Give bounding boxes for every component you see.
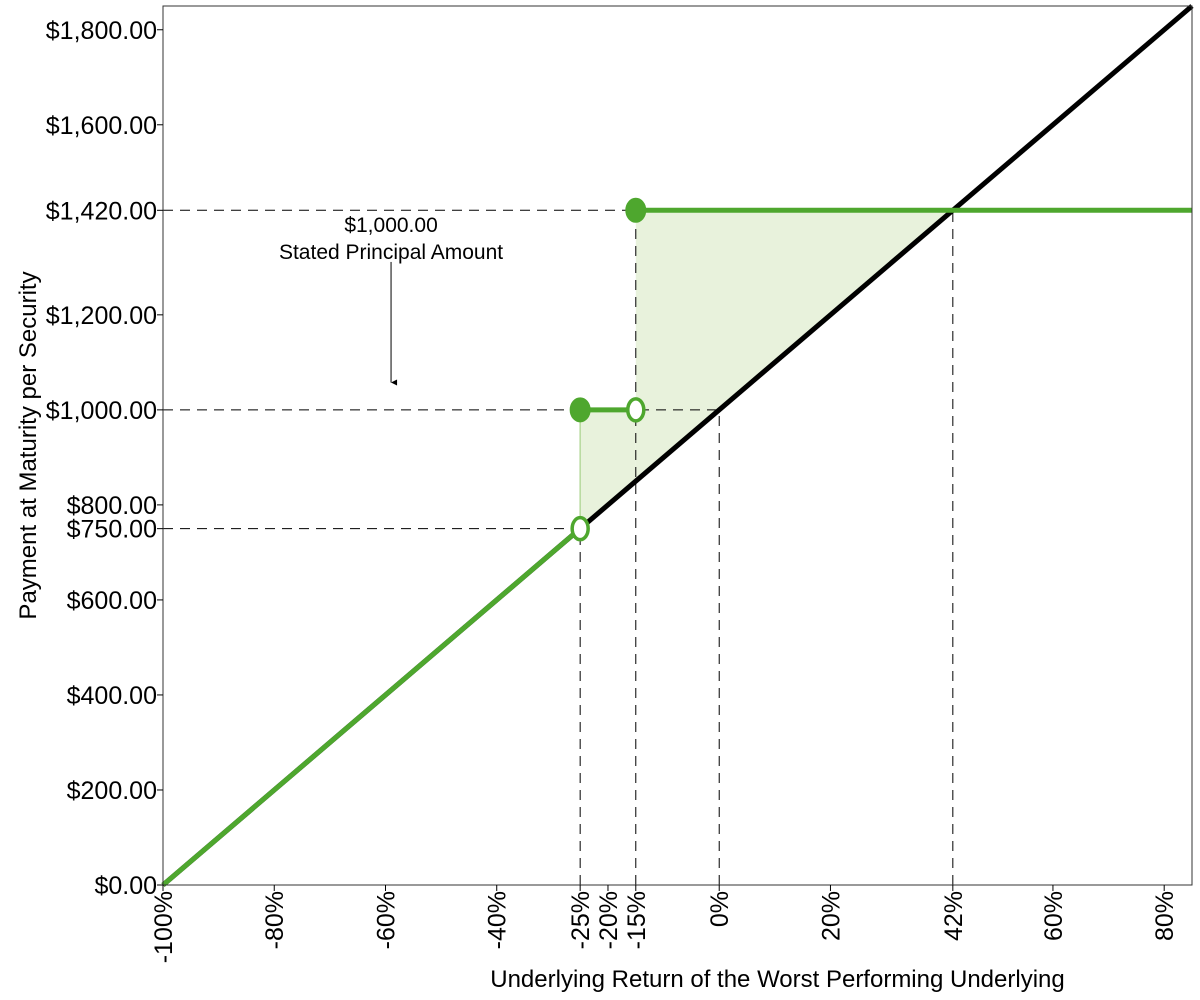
y-tick-label: $1,200.00 (46, 302, 157, 330)
x-ticks-group: -100% -80% -60% -40% -25% -20% -15% 0% 20% 42% 60%… (150, 885, 1179, 963)
x-tick-label: 80% (1151, 891, 1179, 941)
x-tick-label: -60% (372, 891, 400, 949)
annotation-label-line: Stated Principal Amount (279, 241, 503, 264)
plot-frame (162, 5, 1193, 886)
x-tick-label: 0% (706, 891, 734, 927)
annotation-group: $1,000.00 Stated Principal Amount (279, 214, 503, 386)
x-tick-label: -20% (595, 891, 623, 949)
x-tick-label: 20% (817, 891, 845, 941)
y-tick-label: $0.00 (94, 872, 157, 900)
x-tick-label: -80% (261, 891, 289, 949)
x-tick-label: -40% (484, 891, 512, 949)
x-tick-label: -15% (623, 891, 651, 949)
annotation-label-line: $1,000.00 (344, 214, 437, 237)
filled-point (569, 397, 591, 423)
y-tick-label: $600.00 (67, 587, 157, 615)
reference-lines-group (163, 209, 954, 885)
series-group (161, 4, 1194, 887)
y-tick-label: $1,000.00 (46, 397, 157, 425)
x-tick-label: -25% (567, 891, 595, 949)
y-tick-label: $800.00 (67, 492, 157, 520)
open-point (570, 515, 590, 542)
open-point (626, 397, 646, 423)
y-tick-label: $1,600.00 (46, 112, 157, 140)
y-tick-label: $1,420.00 (46, 197, 157, 225)
y-ticks-group: $0.00 $200.00 $400.00 $600.00 $750.00$800.00… (46, 17, 163, 900)
y-tick-label: $200.00 (67, 777, 157, 805)
x-tick-label: 60% (1040, 891, 1068, 941)
shaded-gain-area (580, 409, 636, 529)
x-tick-label: 42% (940, 891, 968, 941)
filled-point (625, 197, 647, 223)
x-tick-label: -100% (150, 891, 178, 963)
y-tick-label: $1,800.00 (46, 17, 157, 45)
x-axis-title: Underlying Return of the Worst Performin… (490, 966, 1064, 993)
y-tick-label: $400.00 (67, 682, 157, 710)
y-tick-label: $750.00 (67, 516, 157, 544)
y-axis-title: Payment at Maturity per Security (15, 271, 42, 619)
points-group (569, 197, 647, 542)
security-payoff-segment (161, 526, 582, 887)
